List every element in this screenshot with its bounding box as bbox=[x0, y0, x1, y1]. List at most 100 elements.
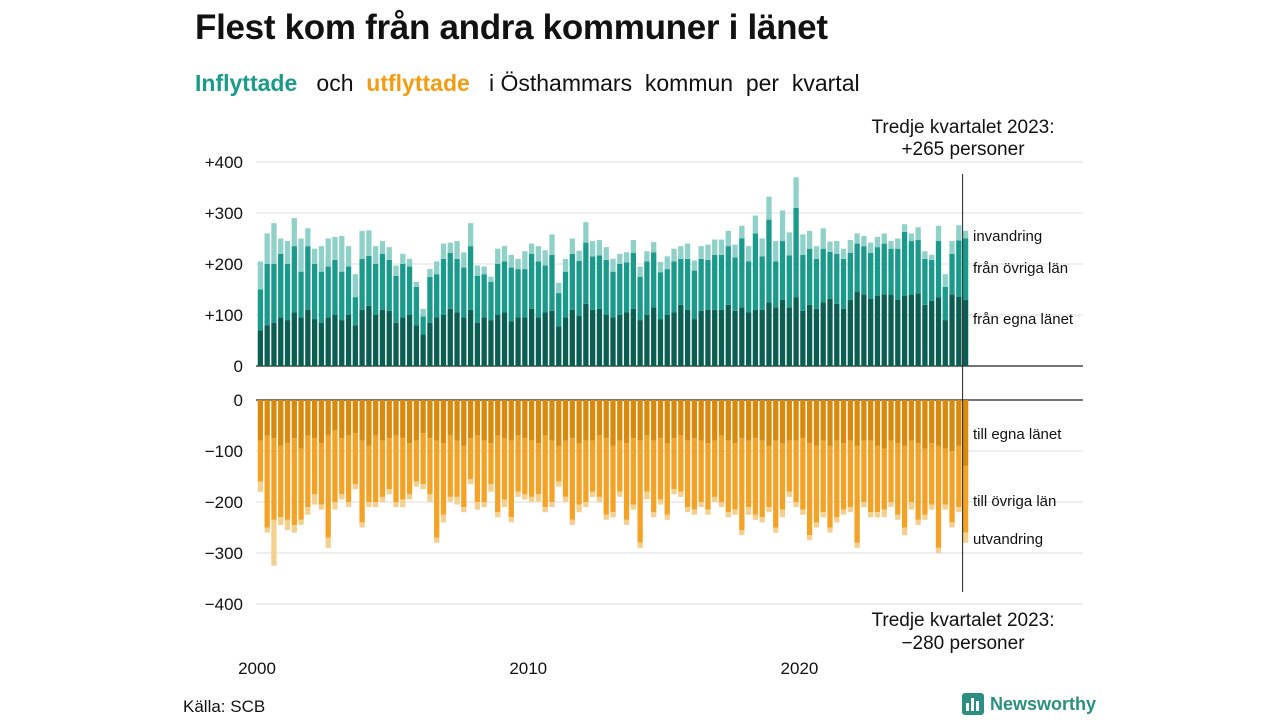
bar-out-1 bbox=[630, 438, 636, 505]
bar-out-0 bbox=[908, 400, 915, 441]
bar-in-1 bbox=[712, 254, 718, 310]
bar-out-0 bbox=[596, 400, 603, 436]
bar-out-1 bbox=[264, 435, 270, 528]
bar-in-0 bbox=[644, 315, 650, 366]
bar-in-2 bbox=[664, 256, 670, 270]
bar-out-1 bbox=[847, 440, 853, 508]
bar-in-0 bbox=[596, 308, 603, 366]
bar-out-0 bbox=[840, 400, 847, 444]
bar-out-0 bbox=[278, 400, 284, 446]
bar-in-0 bbox=[623, 312, 630, 366]
bar-in-2 bbox=[705, 244, 711, 260]
bar-in-1 bbox=[691, 270, 698, 320]
bar-out-2 bbox=[332, 502, 338, 510]
bar-out-0 bbox=[332, 400, 338, 431]
bar-out-1 bbox=[603, 438, 609, 515]
bar-out-0 bbox=[325, 400, 331, 436]
bar-in-1 bbox=[773, 261, 779, 308]
bar-in-0 bbox=[861, 294, 867, 366]
bar-in-1 bbox=[949, 253, 955, 295]
bar-out-1 bbox=[671, 438, 677, 490]
bar-in-2 bbox=[400, 253, 406, 264]
bar-out-1 bbox=[386, 438, 392, 490]
bar-in-0 bbox=[895, 299, 901, 366]
bar-out-0 bbox=[773, 400, 779, 441]
bar-out-0 bbox=[474, 400, 481, 436]
bar-in-1 bbox=[542, 265, 548, 313]
bar-out-2 bbox=[284, 519, 291, 531]
bar-in-1 bbox=[637, 276, 643, 321]
bar-in-1 bbox=[461, 267, 467, 318]
subtitle-utflyttade: utflyttade bbox=[366, 70, 470, 96]
bar-in-2 bbox=[908, 233, 915, 242]
bar-out-0 bbox=[345, 400, 352, 436]
bar-in-0 bbox=[834, 303, 840, 366]
bar-out-1 bbox=[556, 445, 562, 482]
bar-out-0 bbox=[800, 400, 806, 439]
bar-in-2 bbox=[610, 258, 616, 272]
bar-in-2 bbox=[318, 246, 325, 272]
bar-out-1 bbox=[379, 440, 386, 497]
bar-in-2 bbox=[759, 238, 765, 257]
bar-out-2 bbox=[610, 512, 616, 518]
bar-out-0 bbox=[610, 400, 616, 446]
bar-out-0 bbox=[813, 400, 820, 446]
bar-out-1 bbox=[684, 440, 691, 508]
bar-out-0 bbox=[895, 400, 901, 444]
bar-in-2 bbox=[474, 265, 481, 276]
bar-out-0 bbox=[447, 400, 453, 436]
bar-in-1 bbox=[345, 266, 352, 315]
bar-chart-icon bbox=[962, 693, 984, 715]
bar-in-0 bbox=[725, 304, 731, 366]
bar-in-2 bbox=[278, 238, 284, 254]
bar-in-0 bbox=[915, 293, 921, 366]
bar-in-0 bbox=[339, 320, 345, 366]
bar-in-1 bbox=[400, 264, 406, 318]
bar-in-0 bbox=[291, 312, 297, 366]
bar-in-0 bbox=[325, 317, 331, 366]
bar-out-2 bbox=[474, 502, 481, 510]
bar-out-2 bbox=[678, 491, 684, 497]
bar-in-0 bbox=[732, 310, 738, 366]
bar-out-0 bbox=[366, 400, 372, 446]
bar-in-1 bbox=[305, 246, 311, 310]
bar-in-1 bbox=[406, 266, 413, 315]
bar-in-2 bbox=[481, 266, 487, 275]
bar-out-0 bbox=[386, 400, 392, 439]
bar-out-1 bbox=[596, 435, 603, 497]
bar-out-1 bbox=[311, 438, 318, 495]
bar-out-2 bbox=[651, 512, 657, 518]
bar-out-0 bbox=[515, 400, 521, 436]
bar-in-1 bbox=[854, 243, 860, 293]
bar-in-1 bbox=[311, 264, 318, 320]
bar-in-2 bbox=[569, 238, 575, 254]
bar-in-0 bbox=[840, 308, 847, 366]
bar-out-2 bbox=[745, 507, 752, 515]
y-tick-label-top: +200 bbox=[205, 255, 243, 274]
bar-out-2 bbox=[712, 496, 718, 502]
bar-out-0 bbox=[522, 400, 528, 439]
bar-out-0 bbox=[956, 400, 962, 446]
bar-out-1 bbox=[644, 435, 650, 492]
bar-out-2 bbox=[345, 502, 352, 508]
brand-logo: Newsworthy bbox=[962, 693, 1096, 715]
bar-out-2 bbox=[854, 542, 860, 548]
annotation-top-line2: +265 personer bbox=[901, 139, 1025, 160]
bar-in-2 bbox=[495, 248, 501, 264]
bar-out-1 bbox=[508, 440, 514, 518]
bar-in-2 bbox=[386, 247, 392, 260]
bar-out-1 bbox=[590, 440, 596, 492]
bar-out-2 bbox=[820, 512, 826, 518]
bar-out-2 bbox=[413, 481, 419, 487]
bar-out-2 bbox=[427, 494, 433, 502]
series-label: invandring bbox=[973, 228, 1042, 245]
bar-in-0 bbox=[779, 299, 786, 366]
bar-in-0 bbox=[630, 308, 636, 366]
bar-out-0 bbox=[861, 400, 867, 441]
bar-out-2 bbox=[949, 522, 955, 528]
bar-in-0 bbox=[583, 303, 589, 366]
bar-in-1 bbox=[698, 258, 704, 311]
subtitle-rest: i Östhammars kommun per kvartal bbox=[488, 70, 860, 96]
y-tick-label-bottom: −300 bbox=[205, 544, 243, 563]
bar-out-1 bbox=[712, 440, 718, 497]
